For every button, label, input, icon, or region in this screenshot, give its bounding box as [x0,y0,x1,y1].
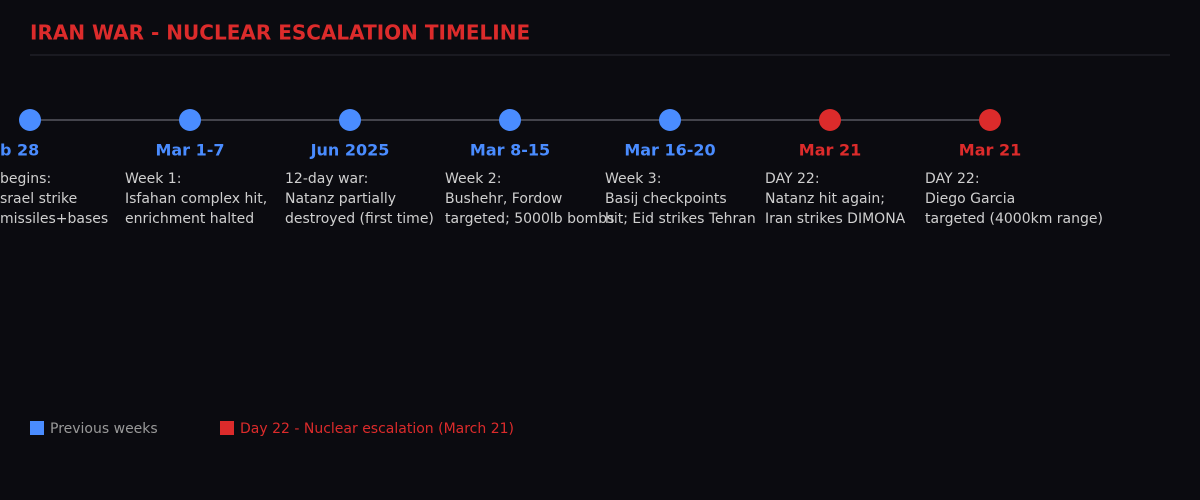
node-description: Week 3: [605,171,661,187]
node-description: DAY 22: [925,171,980,187]
node-description: targeted (4000km range) [925,211,1103,227]
node-description: Week 1: [125,171,181,187]
node-description: Basij checkpoints [605,191,727,207]
node-date: Mar 8-15 [470,141,550,160]
legend-swatch [220,421,234,435]
legend-swatch [30,421,44,435]
node-description: hit; Eid strikes Tehran [605,211,756,227]
timeline-node [659,109,681,131]
legend-label: Previous weeks [50,421,158,437]
timeline-node [499,109,521,131]
node-description: Week 2: [445,171,501,187]
node-date: Mar 1-7 [155,141,224,160]
node-date: Mar 21 [959,141,1021,160]
node-date: Jun 2025 [310,141,390,160]
node-description: targeted; 5000lb bombs [445,211,614,227]
node-description: Bushehr, Fordow [445,191,562,207]
node-description: Natanz hit again; [765,191,885,207]
node-description: Iran strikes DIMONA [765,211,906,227]
node-description: missiles+bases [0,211,108,227]
timeline-node [339,109,361,131]
node-description: Natanz partially [285,191,396,207]
node-date: Mar 21 [799,141,861,160]
node-description: destroyed (first time) [285,211,434,227]
node-description: begins: [0,171,51,187]
node-description: 12-day war: [285,171,368,187]
title: IRAN WAR - NUCLEAR ESCALATION TIMELINE [30,21,530,45]
timeline-node [819,109,841,131]
timeline-node [979,109,1001,131]
legend-label: Day 22 - Nuclear escalation (March 21) [240,421,514,437]
node-description: Isfahan complex hit, [125,191,267,207]
timeline-node [179,109,201,131]
node-description: DAY 22: [765,171,820,187]
node-description: srael strike [0,191,77,207]
node-date: Mar 16-20 [624,141,715,160]
node-description: Diego Garcia [925,191,1015,207]
node-description: enrichment halted [125,211,254,227]
node-date: b 28 [0,141,39,160]
timeline-node [19,109,41,131]
